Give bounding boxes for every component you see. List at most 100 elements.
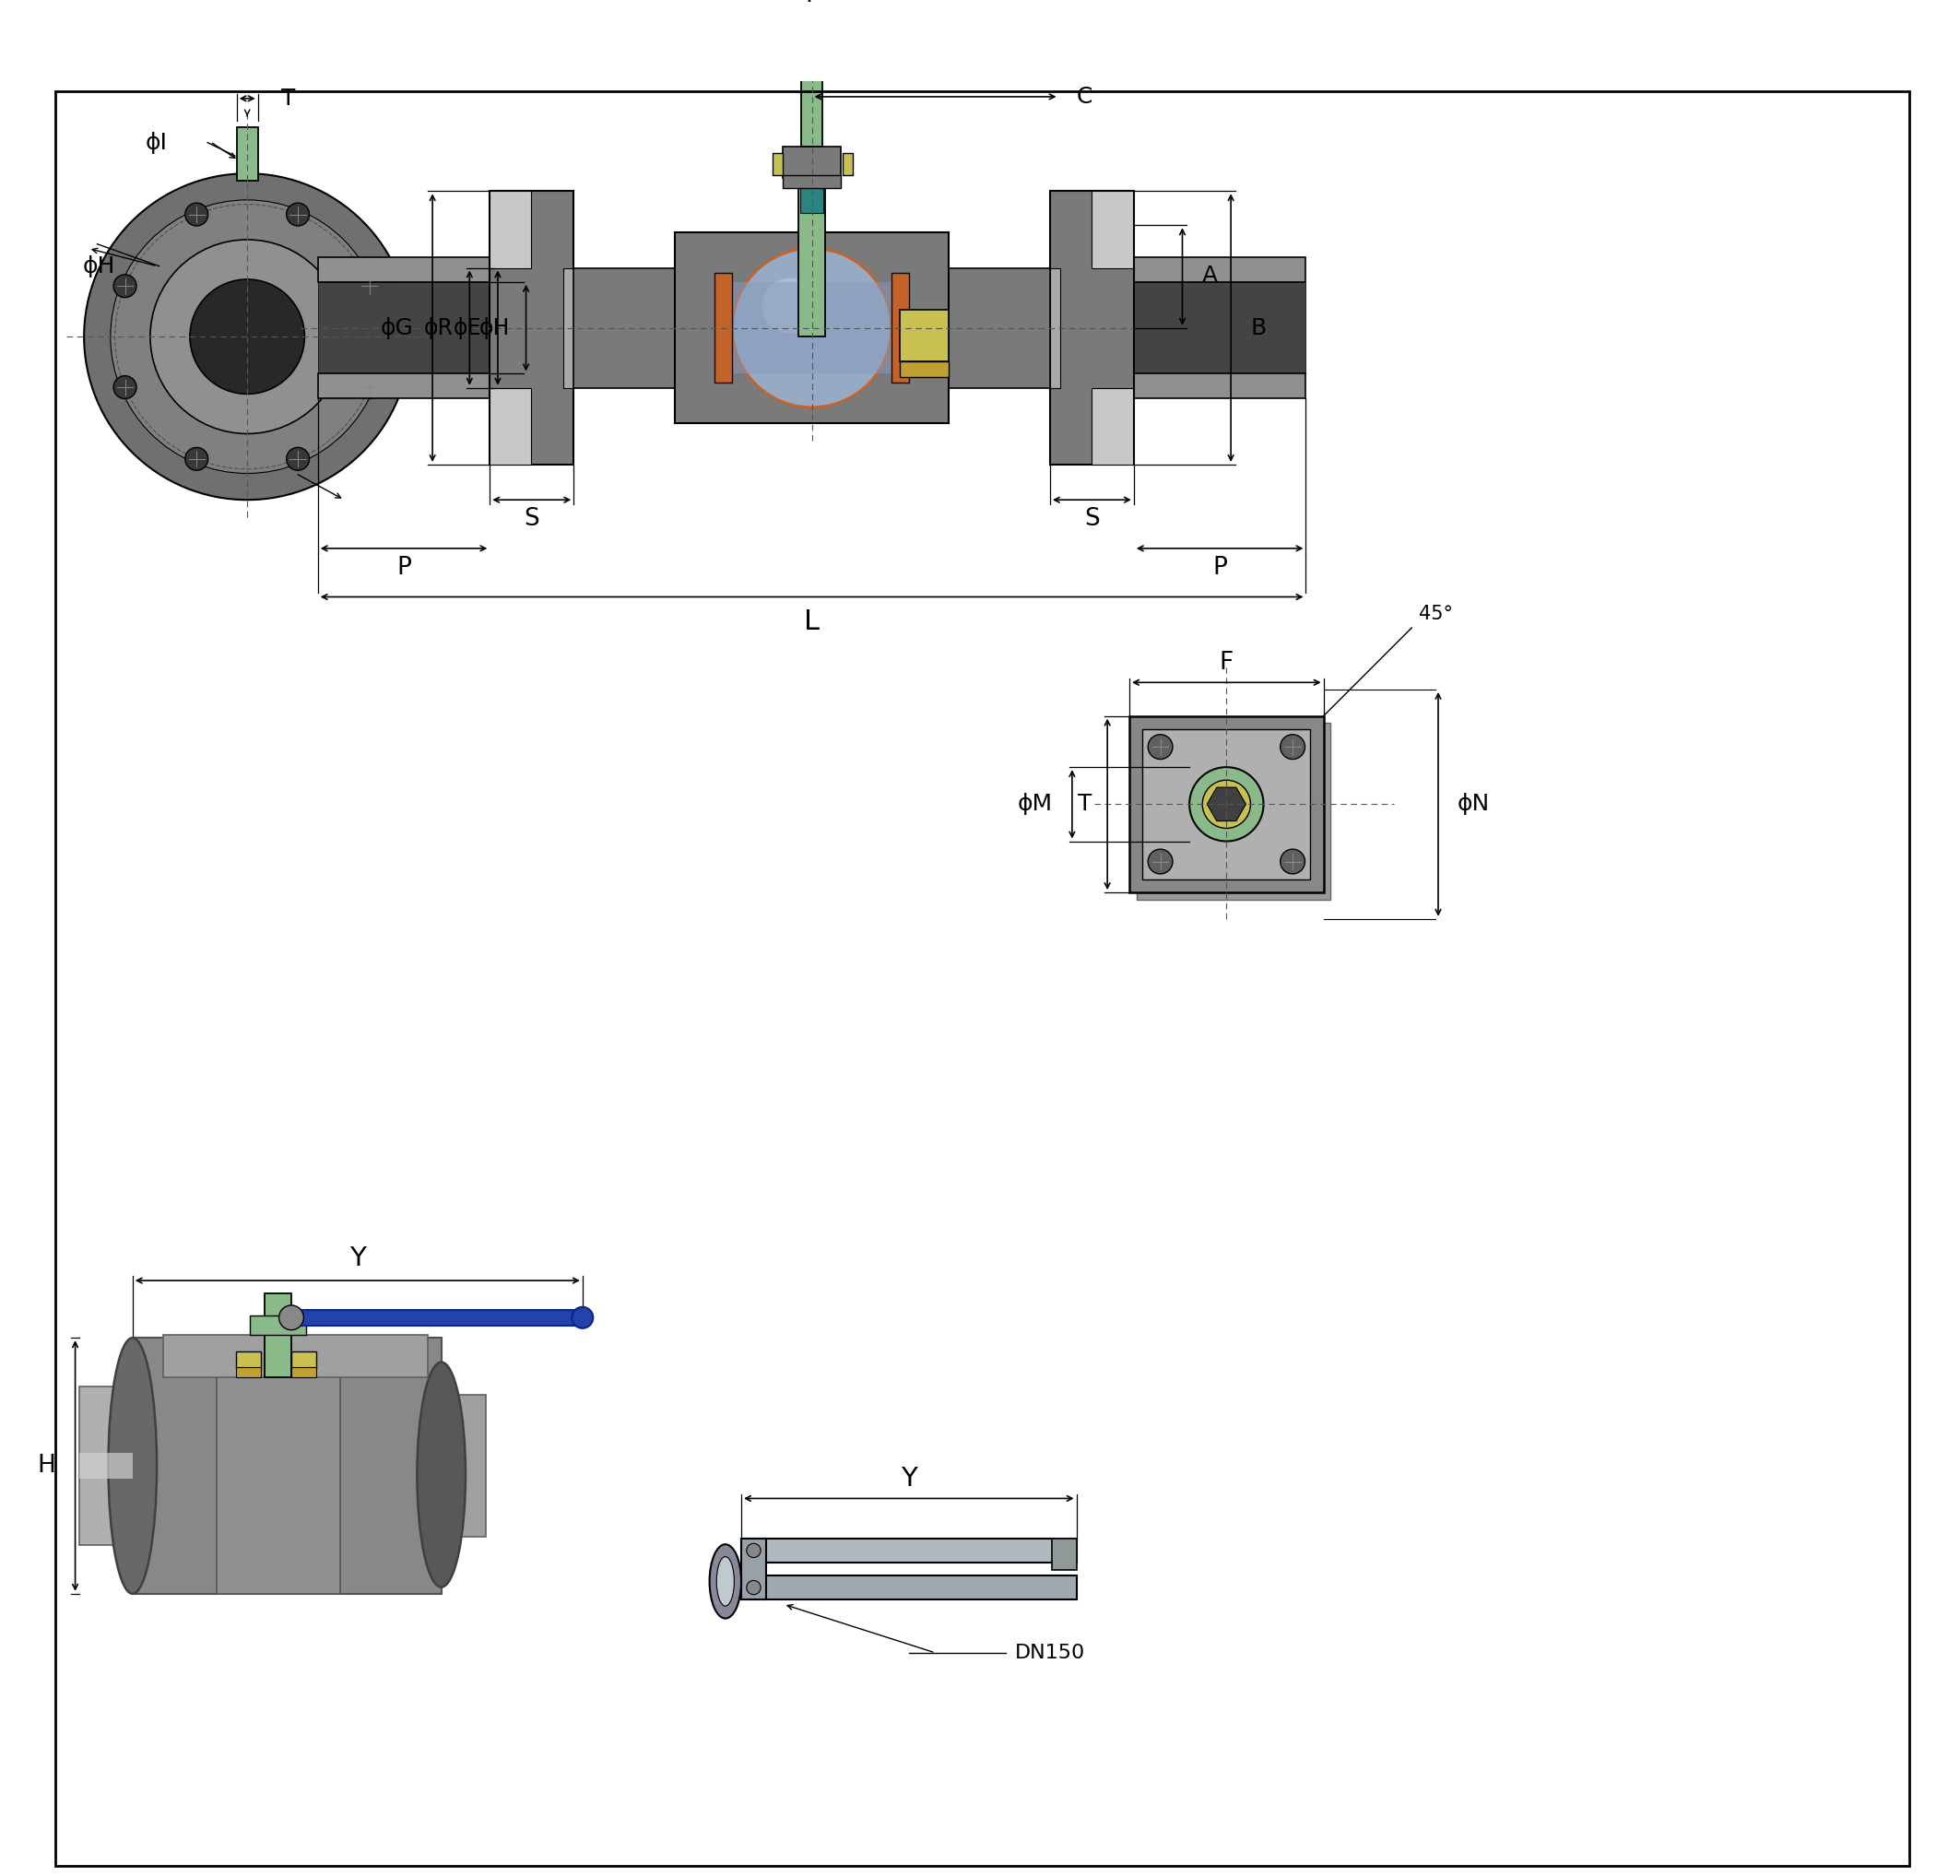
Bar	[292, 1368, 316, 1377]
Text: Y: Y	[902, 1467, 917, 1491]
Bar	[1051, 191, 1133, 465]
Text: S: S	[523, 507, 539, 531]
Bar	[318, 281, 490, 373]
Text: P: P	[1213, 555, 1227, 580]
Text: DN150: DN150	[1015, 1643, 1086, 1662]
Circle shape	[1190, 767, 1264, 840]
Bar	[1092, 388, 1133, 465]
Circle shape	[151, 240, 345, 433]
Bar	[843, 154, 853, 174]
Text: C: C	[1076, 86, 1092, 107]
Text: F: F	[1219, 651, 1233, 675]
Text: ϕH: ϕH	[82, 255, 116, 278]
Text: ϕN: ϕN	[1458, 794, 1490, 816]
Circle shape	[286, 448, 310, 471]
Bar	[1137, 722, 1331, 899]
Circle shape	[1149, 735, 1172, 760]
Bar	[784, 146, 841, 178]
Bar	[741, 1538, 766, 1600]
Circle shape	[1201, 780, 1250, 829]
Bar	[80, 1386, 133, 1546]
Bar	[772, 154, 784, 174]
Circle shape	[278, 1306, 304, 1330]
Bar	[80, 1452, 133, 1478]
Bar	[1133, 257, 1305, 281]
Circle shape	[286, 203, 310, 225]
Ellipse shape	[717, 1557, 735, 1606]
Bar	[235, 1368, 261, 1377]
Text: T: T	[282, 88, 296, 109]
Bar	[235, 1351, 261, 1369]
Bar	[949, 268, 1051, 388]
Bar	[802, 51, 823, 146]
Text: ϕE: ϕE	[455, 317, 482, 340]
Bar	[784, 174, 841, 188]
Circle shape	[762, 278, 817, 334]
Bar	[1133, 373, 1305, 398]
Text: ϕH: ϕH	[480, 317, 510, 340]
Circle shape	[359, 375, 380, 400]
Text: 45°: 45°	[1419, 604, 1452, 623]
Text: ϕR: ϕR	[423, 317, 453, 340]
Circle shape	[114, 274, 137, 298]
Bar	[715, 272, 733, 383]
Text: T: T	[1078, 794, 1092, 816]
Circle shape	[1280, 850, 1305, 874]
Circle shape	[1280, 735, 1305, 760]
Bar	[318, 257, 490, 281]
Bar	[133, 1338, 441, 1595]
Bar	[1053, 1538, 1076, 1570]
Text: B: B	[1250, 317, 1266, 340]
Bar	[318, 373, 490, 398]
Bar	[1129, 717, 1323, 893]
Bar	[798, 178, 825, 336]
Bar	[900, 362, 949, 377]
Text: S: S	[1084, 507, 1100, 531]
Text: L: L	[804, 608, 819, 634]
Bar	[1143, 730, 1311, 880]
Bar	[1133, 281, 1305, 373]
Bar	[741, 1576, 1076, 1600]
Circle shape	[110, 201, 384, 473]
Bar	[216, 1338, 339, 1595]
Circle shape	[84, 173, 410, 499]
Text: ϕI: ϕI	[145, 131, 169, 154]
Bar	[900, 310, 949, 362]
Text: H: H	[37, 1454, 55, 1478]
Bar	[800, 180, 823, 214]
Bar	[490, 191, 574, 465]
Circle shape	[190, 280, 304, 394]
Polygon shape	[1207, 788, 1247, 822]
Circle shape	[733, 248, 892, 407]
Bar	[563, 268, 574, 388]
Circle shape	[184, 448, 208, 471]
Text: ϕM: ϕM	[1017, 794, 1053, 816]
Bar	[292, 1351, 316, 1369]
Text: ϕG: ϕG	[380, 317, 414, 340]
Bar	[574, 268, 674, 388]
Bar	[292, 1309, 582, 1326]
Circle shape	[747, 1544, 760, 1557]
Bar	[163, 1336, 427, 1377]
Text: Y: Y	[349, 1246, 367, 1272]
Circle shape	[184, 203, 208, 225]
Bar	[1051, 268, 1060, 388]
Bar	[490, 388, 531, 465]
Text: P: P	[396, 555, 412, 580]
Bar	[265, 1294, 292, 1377]
Bar	[892, 272, 909, 383]
Ellipse shape	[710, 1544, 741, 1619]
Bar	[441, 1396, 486, 1536]
Bar	[249, 1315, 306, 1336]
Bar	[733, 281, 892, 373]
Ellipse shape	[108, 1338, 157, 1595]
Bar	[674, 233, 949, 424]
Ellipse shape	[417, 1362, 466, 1587]
Circle shape	[572, 1308, 594, 1328]
Circle shape	[114, 375, 137, 400]
Bar	[237, 128, 259, 180]
Text: A: A	[1201, 265, 1217, 287]
Bar	[490, 191, 531, 268]
Bar	[1092, 191, 1133, 268]
Circle shape	[1149, 850, 1172, 874]
